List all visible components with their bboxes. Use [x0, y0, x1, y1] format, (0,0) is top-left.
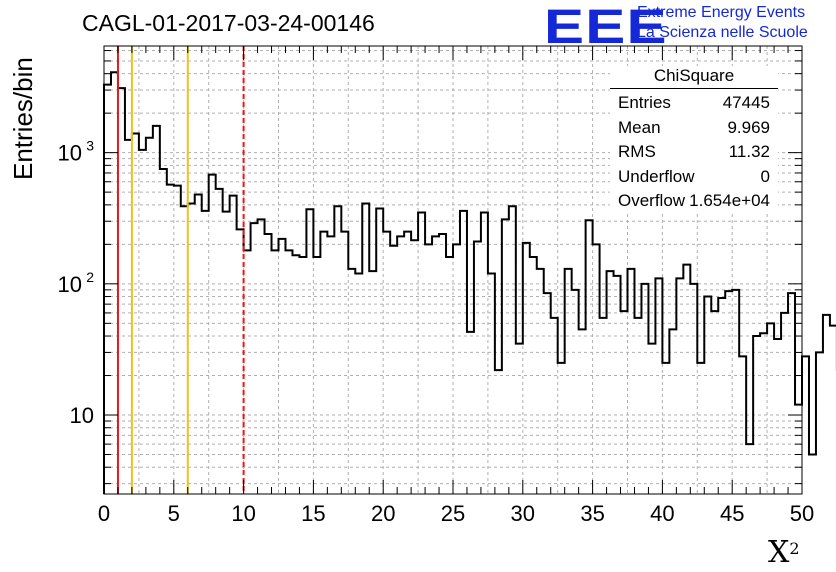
- stats-row-entries: Entries 47445: [610, 91, 778, 116]
- stats-label: Overflow: [618, 189, 685, 214]
- stats-value: 11.32: [729, 140, 770, 165]
- x-tick-label: 25: [441, 501, 465, 526]
- stats-value: 0: [761, 165, 770, 190]
- x-tick-label: 10: [231, 501, 255, 526]
- y-tick-label: 10: [58, 141, 82, 166]
- stats-row-underflow: Underflow 0: [610, 165, 778, 190]
- logo-text-line1: Extreme Energy Events: [637, 4, 805, 22]
- x-tick-label: 50: [790, 501, 814, 526]
- y-tick-label: 10: [58, 272, 82, 297]
- x-tick-label: 30: [511, 501, 535, 526]
- x-axis-label-base: X: [768, 535, 789, 570]
- x-tick-label: 40: [650, 501, 674, 526]
- logo-text-line2: La Scienza nelle Scuole: [637, 24, 808, 42]
- y-axis-label: Entries/bin: [8, 57, 39, 180]
- x-tick-label: 0: [98, 501, 110, 526]
- x-tick-label: 45: [720, 501, 744, 526]
- stats-label: RMS: [618, 140, 656, 165]
- y-tick-label: 10: [70, 403, 94, 428]
- chart-title: CAGL-01-2017-03-24-00146: [82, 10, 375, 37]
- stats-row-overflow: Overflow 1.654e+04: [610, 189, 778, 214]
- x-tick-label: 5: [168, 501, 180, 526]
- stats-label: Entries: [618, 91, 671, 116]
- stats-label: Mean: [618, 116, 661, 141]
- x-tick-label: 35: [580, 501, 604, 526]
- stats-value: 9.969: [727, 116, 770, 141]
- stats-box: ChiSquare Entries 47445 Mean 9.969 RMS 11.3…: [610, 66, 778, 214]
- x-tick-label: 20: [371, 501, 395, 526]
- stats-label: Underflow: [618, 165, 695, 190]
- stats-box-title: ChiSquare: [610, 66, 778, 89]
- stats-row-mean: Mean 9.969: [610, 116, 778, 141]
- stats-value: 47445: [723, 91, 770, 116]
- y-tick-label-exponent: 2: [86, 269, 94, 285]
- stats-row-rms: RMS 11.32: [610, 140, 778, 165]
- x-axis-label: X2: [768, 535, 800, 570]
- x-tick-label: 15: [301, 501, 325, 526]
- y-tick-label-exponent: 3: [86, 138, 94, 154]
- x-axis-label-superscript: 2: [789, 539, 799, 558]
- stats-value: 1.654e+04: [689, 189, 770, 214]
